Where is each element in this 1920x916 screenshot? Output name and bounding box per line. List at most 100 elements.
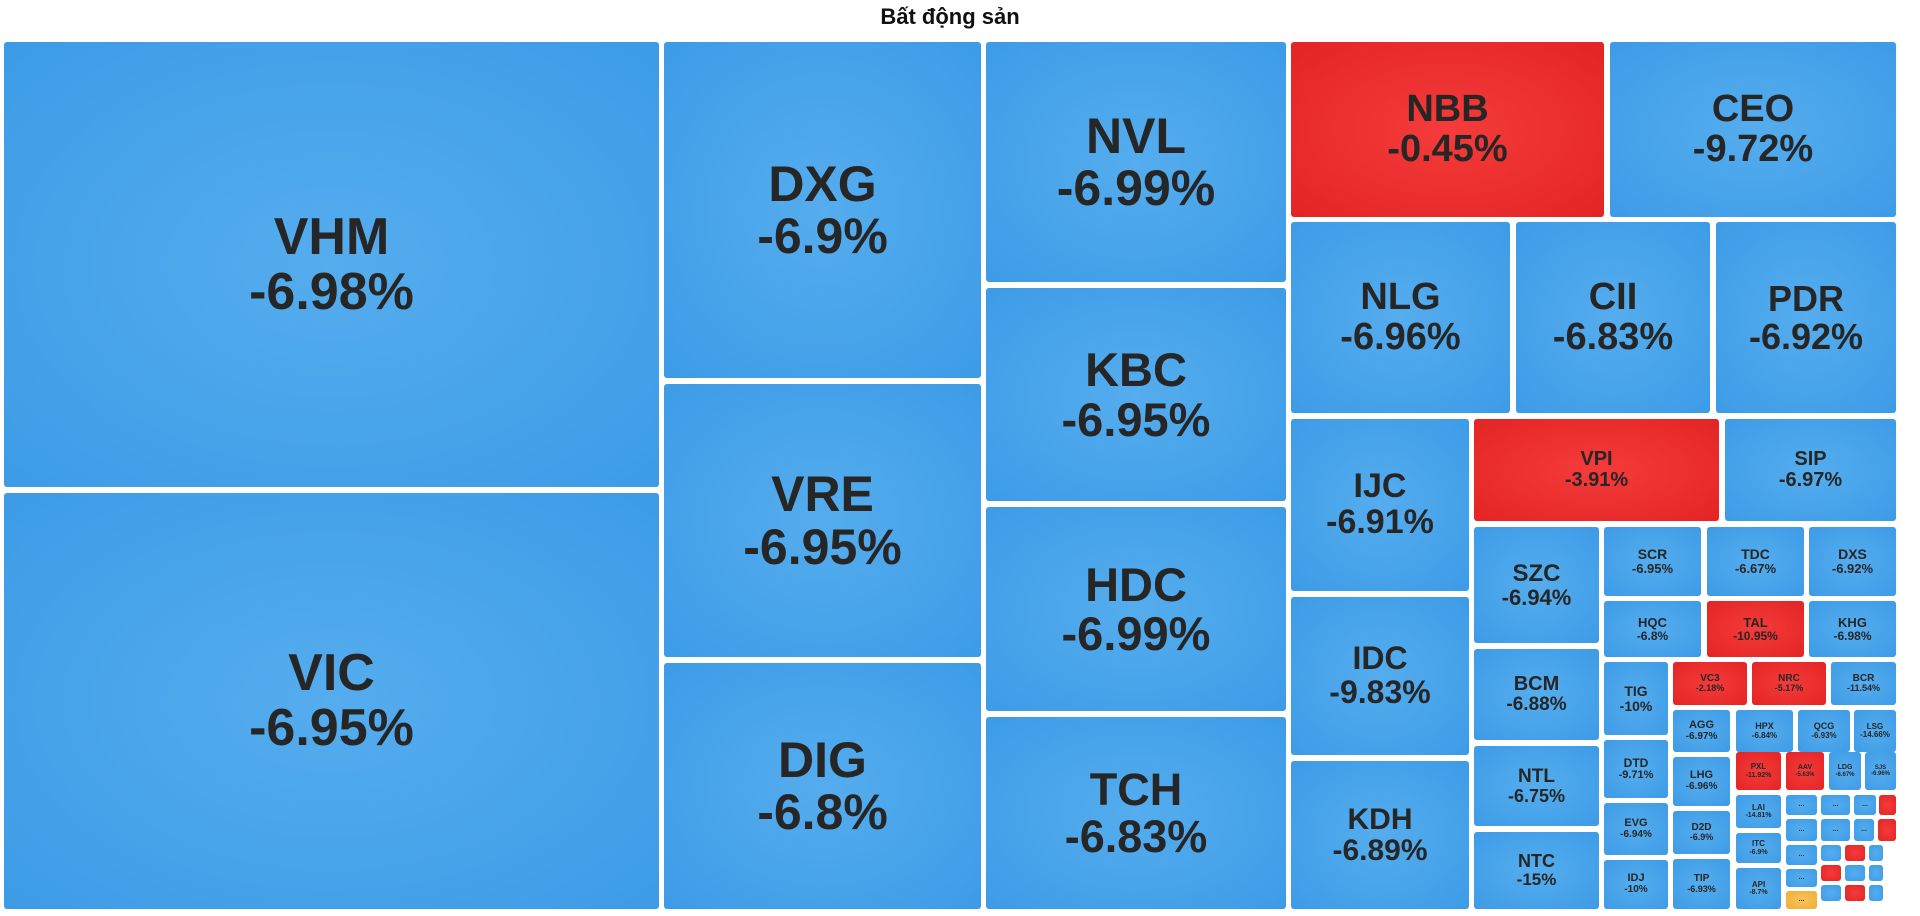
tile-change: -6.97% bbox=[1778, 469, 1843, 491]
treemap-tile[interactable] bbox=[1845, 885, 1865, 901]
tile-symbol: API bbox=[1751, 879, 1766, 889]
tile-change: -8.7% bbox=[1749, 889, 1768, 897]
tile-change: -6.96% bbox=[1340, 315, 1461, 358]
treemap-tile[interactable]: PDR -6.92% bbox=[1716, 222, 1896, 413]
treemap-tile[interactable]: LAI -14.81% bbox=[1736, 795, 1781, 828]
tile-change: -6.97% bbox=[1685, 730, 1718, 742]
treemap-tile[interactable]: VHM -6.98% bbox=[4, 42, 659, 487]
treemap-tile[interactable]: ... bbox=[1821, 819, 1850, 841]
treemap-tile[interactable]: KHG -6.98% bbox=[1809, 601, 1896, 657]
treemap-tile[interactable] bbox=[1869, 865, 1883, 881]
tile-symbol: CEO bbox=[1711, 87, 1795, 130]
treemap-tile[interactable]: QCG -6.93% bbox=[1798, 710, 1850, 752]
tile-symbol: KBC bbox=[1085, 343, 1187, 397]
treemap-tile[interactable]: VRE -6.95% bbox=[664, 384, 981, 657]
treemap-tile[interactable] bbox=[1821, 845, 1841, 861]
tile-change: -6.83% bbox=[1064, 811, 1208, 862]
treemap-tile[interactable]: LSG -14.66% bbox=[1854, 710, 1896, 752]
tile-change: -14.66% bbox=[1860, 730, 1890, 739]
treemap-tile[interactable]: API -8.7% bbox=[1736, 868, 1781, 909]
treemap-tile[interactable]: TCH -6.83% bbox=[986, 717, 1286, 909]
treemap-tile[interactable]: NTL -6.75% bbox=[1474, 746, 1599, 826]
treemap-tile[interactable]: SCR -6.95% bbox=[1604, 527, 1701, 596]
treemap-tile[interactable]: ... bbox=[1854, 795, 1876, 815]
tile-change: -6.92% bbox=[1831, 561, 1874, 577]
treemap-tile[interactable]: NVL -6.99% bbox=[986, 42, 1286, 282]
treemap-tile[interactable]: ITC -6.9% bbox=[1736, 833, 1781, 863]
tile-symbol: VIC bbox=[288, 644, 375, 703]
treemap-tile[interactable] bbox=[1821, 865, 1841, 881]
treemap-tile[interactable]: ... bbox=[1786, 869, 1817, 887]
treemap-tile[interactable]: DTD -9.71% bbox=[1604, 740, 1668, 798]
tile-symbol: LDG bbox=[1837, 764, 1853, 772]
treemap-tile[interactable]: CII -6.83% bbox=[1516, 222, 1710, 413]
treemap-tile[interactable]: NTC -15% bbox=[1474, 832, 1599, 909]
tile-symbol: ... bbox=[1798, 851, 1805, 859]
treemap-tile[interactable]: ... bbox=[1786, 795, 1817, 815]
tile-change: -0.45% bbox=[1387, 127, 1508, 170]
tile-change: -6.75% bbox=[1507, 785, 1566, 806]
treemap-tile[interactable]: TIP -6.93% bbox=[1673, 859, 1730, 909]
treemap-tile[interactable]: BCM -6.88% bbox=[1474, 649, 1599, 740]
tile-symbol: LHG bbox=[1689, 769, 1714, 782]
treemap-tile[interactable] bbox=[1869, 885, 1883, 901]
treemap-tile[interactable]: SZC -6.94% bbox=[1474, 527, 1599, 643]
treemap-tile[interactable] bbox=[1821, 885, 1841, 901]
treemap-tile[interactable]: DXG -6.9% bbox=[664, 42, 981, 378]
tile-symbol: ... bbox=[1798, 874, 1805, 882]
treemap-tile[interactable]: AGG -6.97% bbox=[1673, 710, 1730, 752]
treemap-tile[interactable]: VPI -3.91% bbox=[1474, 419, 1719, 521]
tile-change: -6.96% bbox=[1870, 771, 1890, 777]
treemap-tile[interactable]: TAL -10.95% bbox=[1707, 601, 1804, 657]
treemap-tile[interactable]: DIG -6.8% bbox=[664, 663, 981, 909]
treemap-tile[interactable]: ... bbox=[1786, 891, 1817, 909]
treemap-tile[interactable]: AAV -5.63% bbox=[1786, 752, 1824, 790]
treemap-tile[interactable]: IJC -6.91% bbox=[1291, 419, 1469, 591]
treemap-tile[interactable]: NLG -6.96% bbox=[1291, 222, 1510, 413]
treemap-tile[interactable]: KDH -6.89% bbox=[1291, 761, 1469, 909]
treemap-tile[interactable]: LHG -6.96% bbox=[1673, 757, 1730, 806]
treemap-tile[interactable]: SIP -6.97% bbox=[1725, 419, 1896, 521]
treemap-tile[interactable]: HQC -6.8% bbox=[1604, 601, 1701, 657]
treemap-tile[interactable]: NRC -5.17% bbox=[1752, 662, 1826, 705]
treemap-tile[interactable]: HDC -6.99% bbox=[986, 507, 1286, 711]
treemap-tile[interactable]: D2D -6.9% bbox=[1673, 811, 1730, 854]
treemap-tile[interactable]: KBC -6.95% bbox=[986, 288, 1286, 501]
treemap-tile[interactable] bbox=[1879, 795, 1896, 815]
treemap-tile[interactable]: ... bbox=[1786, 819, 1817, 841]
tile-symbol: IDC bbox=[1352, 640, 1408, 677]
treemap-tile[interactable]: NBB -0.45% bbox=[1291, 42, 1604, 217]
tile-symbol: BCR bbox=[1852, 672, 1875, 684]
treemap-tile[interactable]: TDC -6.67% bbox=[1707, 527, 1804, 596]
tile-change: -6.67% bbox=[1835, 771, 1855, 778]
treemap-tile[interactable] bbox=[1845, 865, 1865, 881]
treemap-tile[interactable]: HPX -6.84% bbox=[1736, 710, 1793, 752]
treemap-tile[interactable]: VC3 -2.18% bbox=[1673, 662, 1747, 705]
treemap-tile[interactable]: IDJ -10% bbox=[1604, 860, 1668, 909]
treemap-tile[interactable] bbox=[1869, 845, 1883, 861]
treemap-tile[interactable]: EVG -6.94% bbox=[1604, 803, 1668, 855]
tile-symbol: TIP bbox=[1693, 873, 1710, 885]
treemap-tile[interactable]: DXS -6.92% bbox=[1809, 527, 1896, 596]
treemap-tile[interactable]: LDG -6.67% bbox=[1829, 752, 1861, 790]
tile-change: -6.95% bbox=[1061, 392, 1211, 446]
treemap-tile[interactable]: TIG -10% bbox=[1604, 662, 1668, 735]
treemap-tile[interactable]: IDC -9.83% bbox=[1291, 597, 1469, 755]
tile-symbol: DXS bbox=[1838, 546, 1867, 563]
tile-change: -9.83% bbox=[1329, 674, 1431, 710]
treemap-tile[interactable]: BCR -11.54% bbox=[1831, 662, 1896, 705]
tile-change: -3.91% bbox=[1564, 469, 1629, 491]
treemap-tile[interactable]: ... bbox=[1821, 795, 1850, 815]
tile-symbol: CII bbox=[1588, 275, 1638, 318]
treemap-tile[interactable]: CEO -9.72% bbox=[1610, 42, 1896, 217]
tile-symbol: LAI bbox=[1752, 802, 1765, 812]
treemap-tile[interactable]: SJS -6.96% bbox=[1865, 752, 1896, 790]
treemap-tile[interactable] bbox=[1845, 845, 1865, 861]
treemap-tile[interactable]: ... bbox=[1786, 845, 1817, 865]
treemap-tile[interactable]: PXL -11.92% bbox=[1736, 752, 1781, 790]
treemap-tile[interactable]: ... bbox=[1854, 819, 1874, 841]
treemap-tile[interactable]: VIC -6.95% bbox=[4, 493, 659, 909]
tile-symbol: AAV bbox=[1797, 764, 1813, 772]
treemap-tile[interactable] bbox=[1878, 819, 1896, 841]
